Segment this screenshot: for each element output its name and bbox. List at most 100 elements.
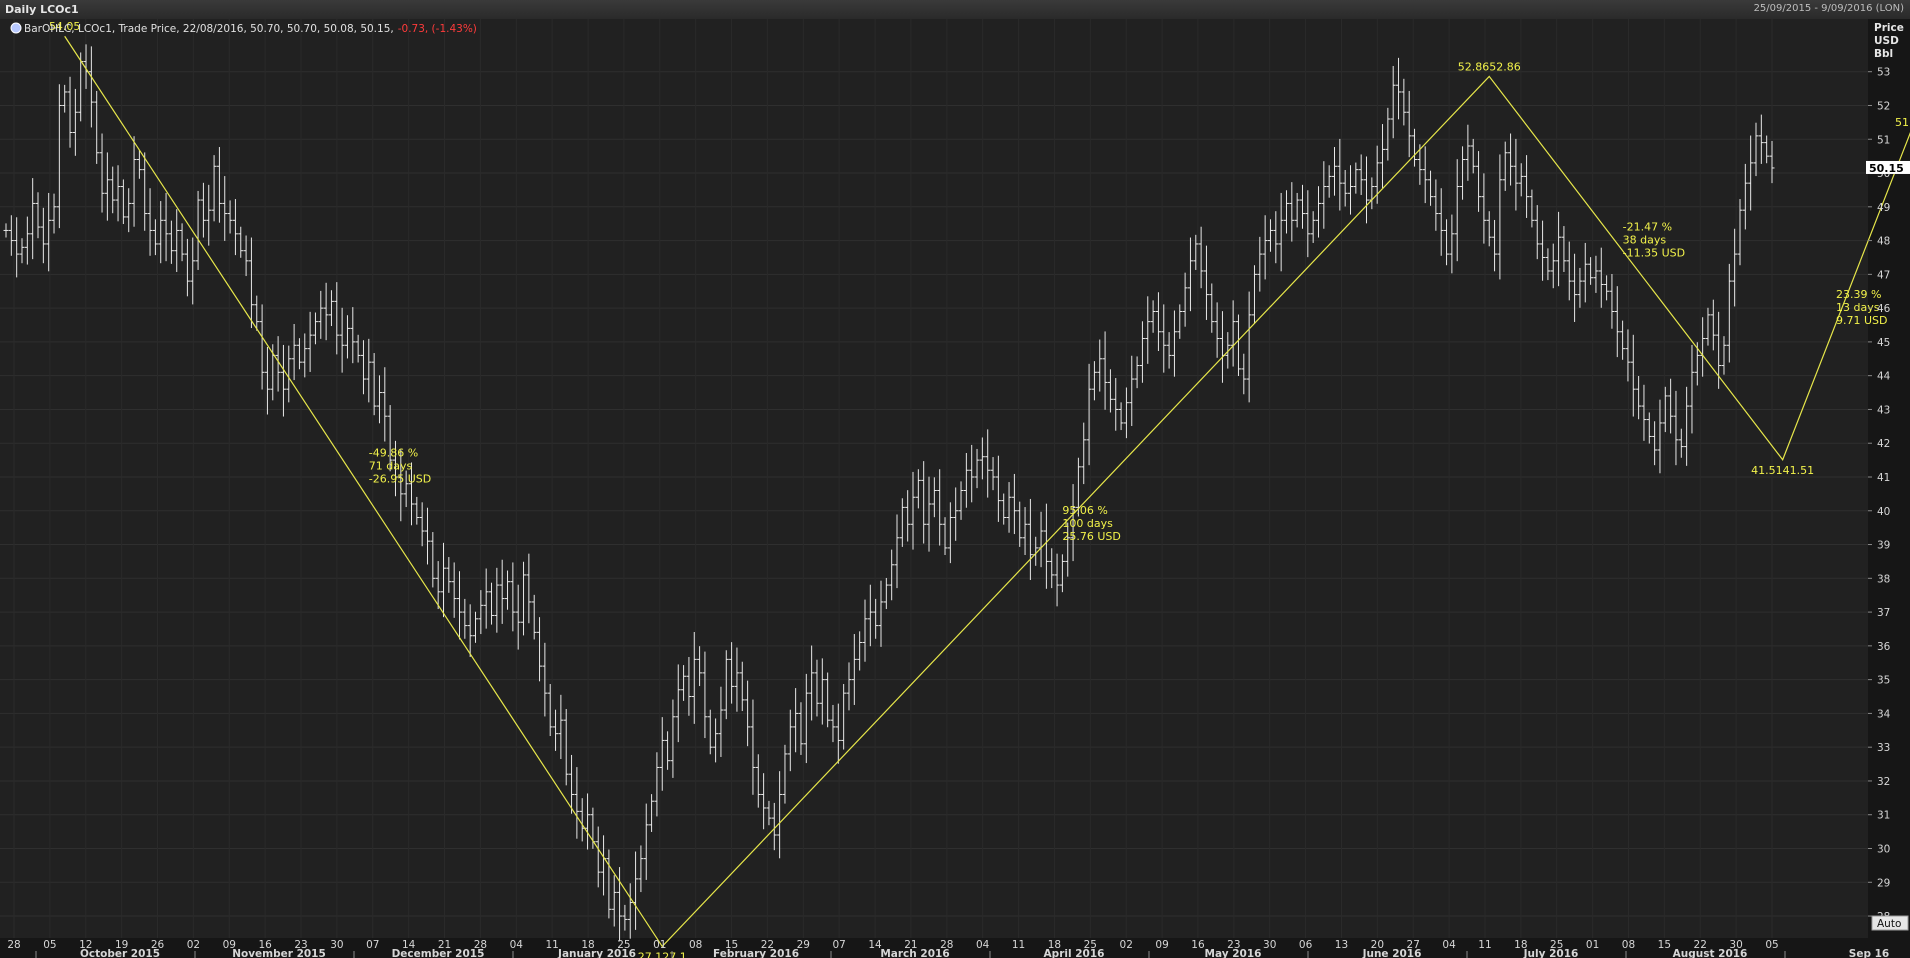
ohlc-bar	[809, 645, 815, 721]
x-tick-label: 29	[797, 939, 810, 951]
ohlc-bar	[328, 290, 334, 327]
x-tick-label: 14	[402, 939, 416, 951]
ohlc-bar	[665, 731, 671, 770]
y-tick-label: 42	[1877, 438, 1890, 450]
month-label: May 2016	[1205, 948, 1262, 958]
date-axis[interactable]: 28 05 12 19 26 02 09 16 23 30 07 14 21 28 04 11 18 25 01 08…	[7, 939, 1889, 958]
ohlc-bar	[430, 532, 436, 588]
ohlc-bar	[446, 557, 452, 593]
ohlc-bar	[1273, 211, 1279, 264]
ohlc-bar	[1177, 304, 1183, 339]
month-label: December 2015	[392, 948, 485, 958]
segment-stat: 38 days	[1623, 233, 1667, 246]
ohlc-bar	[1001, 493, 1007, 525]
ohlc-bar	[1764, 135, 1770, 164]
ohlc-bar	[1166, 332, 1172, 369]
ohlc-bar	[958, 481, 964, 520]
x-tick-label: 14	[868, 939, 882, 951]
ohlc-bar	[1267, 219, 1273, 252]
ohlc-bar	[1636, 376, 1642, 420]
x-tick-label: 22	[761, 939, 774, 951]
ohlc-bar	[558, 694, 564, 759]
ohlc-bar	[158, 201, 164, 264]
ohlc-bar	[766, 800, 772, 826]
ohlc-bar	[1326, 165, 1332, 198]
ohlc-bar	[643, 803, 649, 880]
ohlc-bar	[654, 752, 660, 817]
ohlc-bar	[857, 631, 863, 671]
ohlc-bar	[878, 580, 884, 647]
x-tick-label: 02	[1120, 939, 1133, 951]
ohlc-bar	[243, 235, 249, 277]
segment-stat: 9.71 USD	[1836, 314, 1888, 327]
ohlc-bar	[334, 282, 340, 355]
ohlc-bar	[1417, 144, 1423, 185]
ohlc-bar	[174, 209, 180, 272]
x-tick-label: 27	[1407, 939, 1420, 951]
ohlc-bar	[1310, 211, 1316, 243]
ohlc-bar	[995, 455, 1001, 522]
ohlc-bar	[974, 448, 980, 489]
x-tick-label: 28	[474, 939, 487, 951]
window-titlebar: Daily LCOc1 25/09/2015 - 9/09/2016 (LON)	[0, 0, 1910, 20]
ohlc-bar	[1390, 65, 1396, 139]
ohlc-bar	[953, 487, 959, 541]
y-tick-label: 41	[1877, 472, 1890, 484]
ohlc-bar	[734, 647, 740, 712]
ohlc-bar	[1444, 219, 1450, 266]
ohlc-bar	[1721, 336, 1727, 375]
y-tick-label: 36	[1877, 641, 1891, 653]
ohlc-bar	[873, 598, 879, 639]
ohlc-bar	[1049, 548, 1055, 589]
price-axis-panel	[1868, 19, 1910, 958]
ohlc-bar	[1353, 162, 1359, 194]
ohlc-bar	[1540, 220, 1546, 281]
ohlc-bar	[424, 507, 430, 565]
ohlc-bar	[366, 338, 372, 403]
ohlc-bar	[104, 152, 110, 221]
x-tick-label: 04	[1442, 939, 1456, 951]
series-info-icon[interactable]	[10, 22, 22, 34]
ohlc-bar	[787, 709, 793, 772]
ohlc-bar	[1081, 422, 1087, 485]
ohlc-bar	[280, 344, 286, 417]
legend-text: BarOHLC, LCOc1, Trade Price, 22/08/2016,…	[24, 23, 477, 35]
y-tick-label: 38	[1877, 573, 1890, 585]
ohlc-bar	[1396, 57, 1402, 120]
x-tick-label: 30	[330, 939, 343, 951]
x-tick-label: 16	[258, 939, 272, 951]
ohlc-bar	[318, 290, 324, 339]
ohlc-bar	[691, 632, 697, 724]
ohlc-bar	[1609, 274, 1615, 329]
ohlc-bar	[462, 598, 468, 639]
ohlc-bar	[1262, 215, 1268, 280]
ohlc-bar	[211, 155, 217, 222]
ohlc-bar	[755, 754, 761, 808]
y-tick-label: 49	[1877, 202, 1890, 214]
ohlc-bar	[1193, 234, 1199, 270]
x-tick-label: 20	[1371, 939, 1384, 951]
ohlc-bar	[1385, 107, 1391, 161]
ohlc-bar	[147, 188, 153, 256]
ohlc-bar	[120, 179, 126, 225]
ohlc-bar	[1358, 154, 1364, 195]
month-label: November 2015	[232, 948, 326, 958]
ohlc-bar	[350, 307, 356, 364]
ohlc-bar	[435, 561, 441, 610]
auto-scale-button[interactable]: Auto	[1871, 915, 1909, 931]
x-tick-label: 19	[115, 939, 128, 951]
ohlc-bar	[142, 152, 148, 231]
ohlc-bar	[585, 793, 591, 850]
ohlc-chart[interactable]: 54.05 27.127.1 52.8652.86 41.5141.51 51.22 -4…	[0, 19, 1910, 958]
peak-label: 27.127.1	[638, 950, 687, 958]
ohlc-bar	[494, 567, 500, 633]
ohlc-bar	[110, 166, 116, 214]
ohlc-bar	[483, 568, 489, 629]
ohlc-bar	[798, 702, 804, 755]
ohlc-bar	[1449, 214, 1455, 274]
ohlc-bar	[489, 582, 495, 625]
auto-scale-label[interactable]: Auto	[1877, 918, 1901, 930]
ohlc-bar	[1054, 553, 1060, 607]
segment-stat: 23.39 %	[1836, 288, 1881, 301]
price-axis[interactable]: 2829303132333435363738394041424344454647…	[1868, 67, 1891, 923]
